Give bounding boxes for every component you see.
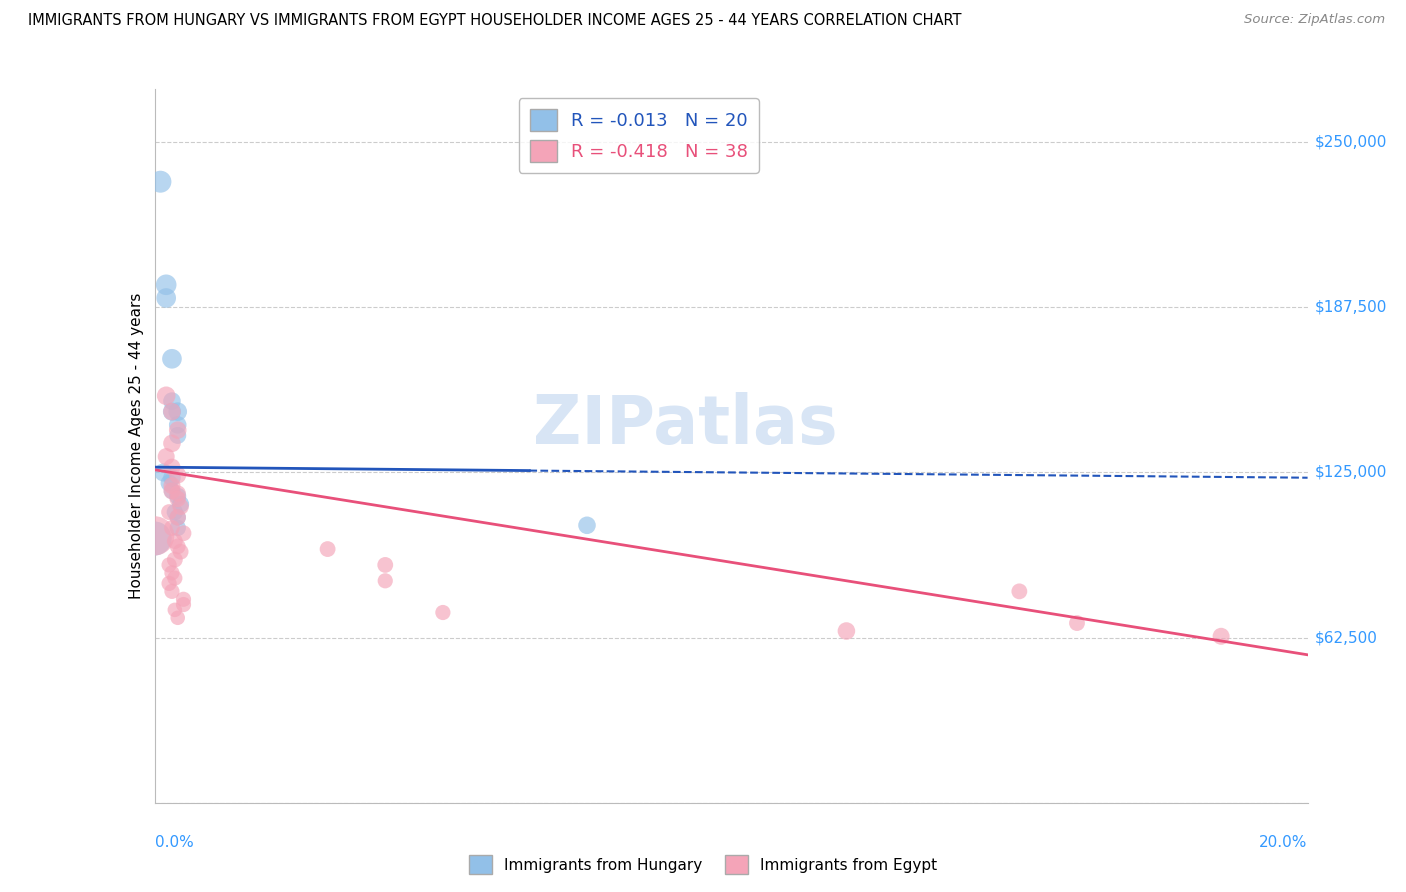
Point: [432, 606, 454, 620]
Point: [374, 558, 396, 572]
Point: [157, 475, 180, 490]
Point: [163, 603, 186, 617]
Point: [166, 417, 188, 432]
Point: [157, 558, 180, 572]
Point: [160, 584, 183, 599]
Text: 0.0%: 0.0%: [155, 835, 194, 850]
Point: [157, 576, 180, 591]
Point: [160, 404, 183, 418]
Point: [1008, 584, 1031, 599]
Point: [155, 450, 177, 464]
Point: [166, 611, 188, 625]
Point: [160, 483, 183, 498]
Point: [163, 571, 186, 585]
Point: [160, 351, 183, 366]
Point: [166, 491, 188, 506]
Text: IMMIGRANTS FROM HUNGARY VS IMMIGRANTS FROM EGYPT HOUSEHOLDER INCOME AGES 25 - 44: IMMIGRANTS FROM HUNGARY VS IMMIGRANTS FR…: [28, 13, 962, 29]
Point: [172, 526, 194, 541]
Point: [160, 471, 183, 485]
Point: [160, 566, 183, 580]
Point: [155, 277, 177, 292]
Point: [155, 291, 177, 305]
Point: [160, 483, 183, 498]
Point: [166, 404, 188, 418]
Point: [160, 460, 183, 475]
Point: [166, 510, 188, 524]
Text: $125,000: $125,000: [1315, 465, 1386, 480]
Legend: R = -0.013   N = 20, R = -0.418   N = 38: R = -0.013 N = 20, R = -0.418 N = 38: [519, 98, 759, 173]
Point: [152, 466, 174, 480]
Point: [143, 532, 166, 546]
Point: [157, 505, 180, 519]
Text: 20.0%: 20.0%: [1260, 835, 1308, 850]
Y-axis label: Householder Income Ages 25 - 44 years: Householder Income Ages 25 - 44 years: [128, 293, 143, 599]
Point: [166, 521, 188, 535]
Text: $250,000: $250,000: [1315, 135, 1386, 150]
Point: [316, 542, 339, 557]
Point: [1066, 616, 1088, 631]
Text: ZIPatlas: ZIPatlas: [533, 392, 838, 458]
Point: [166, 468, 188, 483]
Point: [166, 540, 188, 554]
Point: [163, 505, 186, 519]
Text: $62,500: $62,500: [1315, 630, 1378, 645]
Point: [166, 423, 188, 437]
Point: [160, 521, 183, 535]
Point: [160, 394, 183, 409]
Point: [166, 489, 188, 503]
Point: [166, 486, 188, 500]
Text: $187,500: $187,500: [1315, 300, 1386, 315]
Point: [149, 175, 172, 189]
Point: [169, 545, 191, 559]
Point: [169, 497, 191, 511]
Point: [172, 592, 194, 607]
Text: Source: ZipAtlas.com: Source: ZipAtlas.com: [1244, 13, 1385, 27]
Point: [166, 510, 188, 524]
Point: [160, 478, 183, 492]
Point: [374, 574, 396, 588]
Point: [172, 598, 194, 612]
Point: [143, 529, 166, 543]
Point: [1209, 629, 1232, 643]
Point: [160, 436, 183, 450]
Point: [163, 534, 186, 549]
Point: [163, 552, 186, 566]
Point: [576, 518, 599, 533]
Point: [166, 428, 188, 442]
Legend: Immigrants from Hungary, Immigrants from Egypt: Immigrants from Hungary, Immigrants from…: [463, 849, 943, 880]
Point: [835, 624, 858, 638]
Point: [160, 404, 183, 418]
Point: [169, 500, 191, 514]
Point: [155, 389, 177, 403]
